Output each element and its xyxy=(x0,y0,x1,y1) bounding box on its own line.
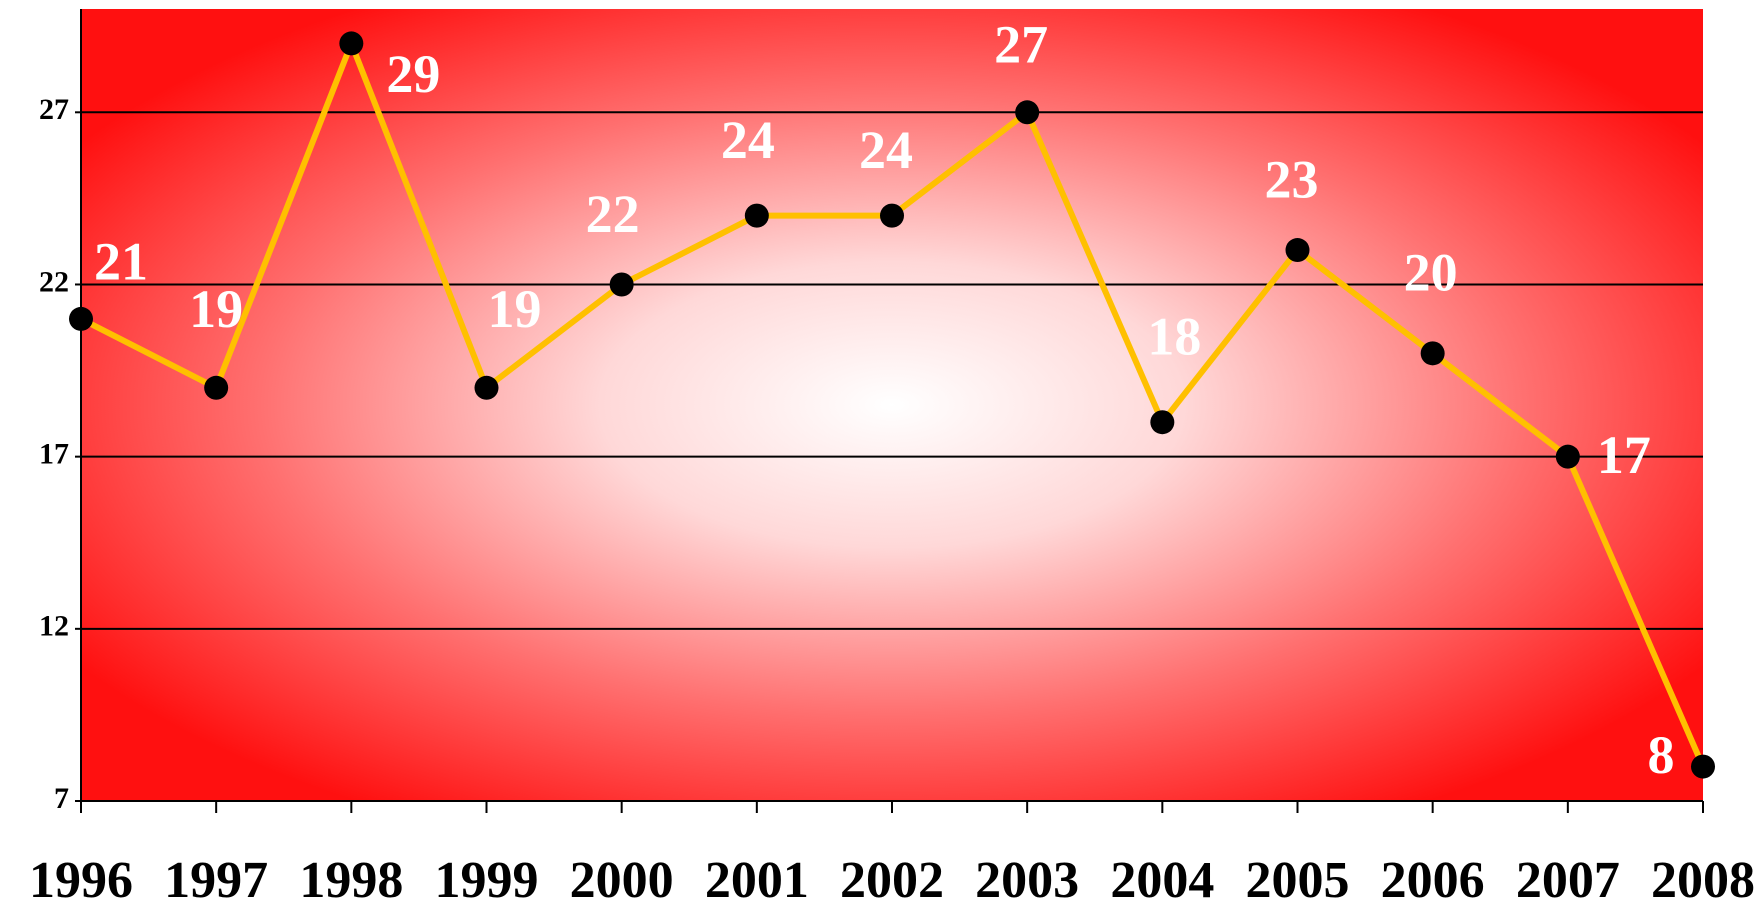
x-tick-label: 2001 xyxy=(705,852,809,907)
value-label: 19 xyxy=(488,279,542,339)
marker xyxy=(1150,410,1175,435)
value-label: 8 xyxy=(1648,725,1675,785)
plot-area xyxy=(81,9,1703,801)
x-tick-label: 1999 xyxy=(435,852,539,907)
marker xyxy=(474,375,499,400)
x-tick-label: 1998 xyxy=(299,852,403,907)
value-label: 27 xyxy=(994,15,1048,75)
value-label: 24 xyxy=(859,120,913,180)
marker xyxy=(1420,341,1445,366)
value-label: 18 xyxy=(1147,307,1201,367)
x-tick-label: 1996 xyxy=(29,852,133,907)
y-tick-label: 17 xyxy=(39,438,69,471)
x-tick-label: 2004 xyxy=(1110,852,1214,907)
marker xyxy=(880,203,904,228)
y-tick-label: 27 xyxy=(39,93,69,126)
y-tick-label: 7 xyxy=(54,782,69,815)
value-label: 22 xyxy=(586,184,640,244)
x-tick-label: 1997 xyxy=(164,852,268,907)
x-tick-label: 2002 xyxy=(840,852,944,907)
marker xyxy=(1285,238,1310,263)
x-tick-label: 2007 xyxy=(1516,852,1620,907)
value-label: 17 xyxy=(1597,425,1651,485)
marker xyxy=(204,375,229,400)
value-label: 23 xyxy=(1265,149,1319,209)
marker xyxy=(1691,754,1715,779)
marker xyxy=(609,272,634,297)
x-tick-label: 2005 xyxy=(1246,852,1350,907)
value-label: 29 xyxy=(386,44,440,104)
x-tick-label: 2008 xyxy=(1651,852,1755,907)
x-tick-label: 2000 xyxy=(570,852,674,907)
y-tick-label: 12 xyxy=(39,610,69,643)
x-tick-label: 2006 xyxy=(1381,852,1485,907)
marker xyxy=(1555,444,1580,469)
marker xyxy=(1015,100,1040,125)
marker xyxy=(69,306,93,331)
value-label: 24 xyxy=(721,110,775,170)
marker xyxy=(744,203,769,228)
y-tick-label: 22 xyxy=(39,265,69,298)
x-tick-label: 2003 xyxy=(975,852,1079,907)
value-label: 21 xyxy=(94,231,148,291)
value-label: 19 xyxy=(189,279,243,339)
value-label: 20 xyxy=(1404,243,1458,303)
marker xyxy=(339,31,364,56)
